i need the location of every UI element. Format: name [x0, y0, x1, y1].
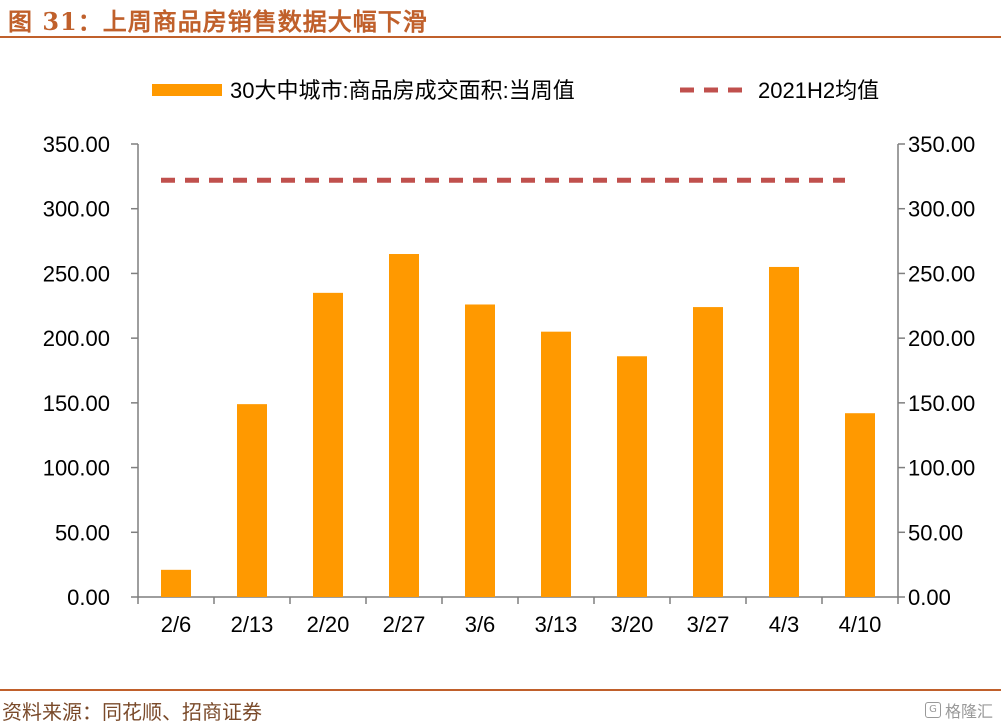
y-tick-label-right: 250.00 [908, 261, 975, 286]
x-tick-label: 4/3 [769, 612, 800, 637]
y-tick-label-right: 0.00 [908, 585, 951, 610]
y-tick-label-right: 300.00 [908, 197, 975, 222]
x-tick-label: 2/13 [231, 612, 274, 637]
bar [617, 356, 647, 597]
bar [237, 404, 267, 597]
x-tick-label: 3/6 [465, 612, 496, 637]
y-tick-label-left: 0.00 [67, 585, 110, 610]
y-tick-label-left: 100.00 [43, 456, 110, 481]
y-tick-label-left: 150.00 [43, 391, 110, 416]
legend-label-bar: 30大中城市:商品房成交面积:当周值 [230, 78, 575, 103]
bar [313, 292, 343, 597]
legend-label-avg: 2021H2均值 [758, 78, 879, 103]
x-tick-label: 4/10 [839, 612, 882, 637]
legend: 30大中城市:商品房成交面积:当周值 2021H2均值 [152, 78, 879, 103]
bar [465, 304, 495, 597]
watermark: G 格隆汇 [924, 698, 993, 722]
bars [161, 254, 875, 597]
x-tick-label: 3/20 [611, 612, 654, 637]
y-tick-label-left: 50.00 [55, 520, 110, 545]
bar [693, 307, 723, 597]
y-tick-label-right: 100.00 [908, 456, 975, 481]
bar [769, 266, 799, 597]
x-tick-label: 2/20 [307, 612, 350, 637]
watermark-logo-icon: G [924, 702, 941, 718]
x-tick-label: 2/27 [383, 612, 426, 637]
watermark-text: 格隆汇 [944, 702, 993, 721]
y-tick-label-right: 50.00 [908, 520, 963, 545]
x-tick-label: 3/27 [687, 612, 730, 637]
y-tick-label-left: 200.00 [43, 326, 110, 351]
source-note: 资料来源：同花顺、招商证券 [2, 700, 262, 724]
y-tick-label-left: 250.00 [43, 261, 110, 286]
y-tick-label-right: 200.00 [908, 326, 975, 351]
bar [845, 413, 875, 597]
bar [389, 254, 419, 597]
y-tick-label-right: 150.00 [908, 391, 975, 416]
legend-swatch-bar [152, 84, 222, 96]
figure-title: 图 31：上周商品房销售数据大幅下滑 [8, 7, 428, 36]
bar [161, 569, 191, 597]
y-tick-label-left: 350.00 [43, 132, 110, 157]
bar-chart: 30大中城市:商品房成交面积:当周值 2021H2均值 0.00 0.00 50.0… [43, 78, 976, 637]
axes: 0.00 0.00 50.00 50.00 100.00 100.00 150.00 150.… [43, 132, 976, 637]
top-divider [0, 36, 1001, 38]
x-tick-label: 2/6 [161, 612, 192, 637]
x-tick-label: 3/13 [535, 612, 578, 637]
bar [541, 331, 571, 597]
bottom-divider [0, 689, 1001, 691]
y-tick-label-left: 300.00 [43, 197, 110, 222]
y-tick-label-right: 350.00 [908, 132, 975, 157]
